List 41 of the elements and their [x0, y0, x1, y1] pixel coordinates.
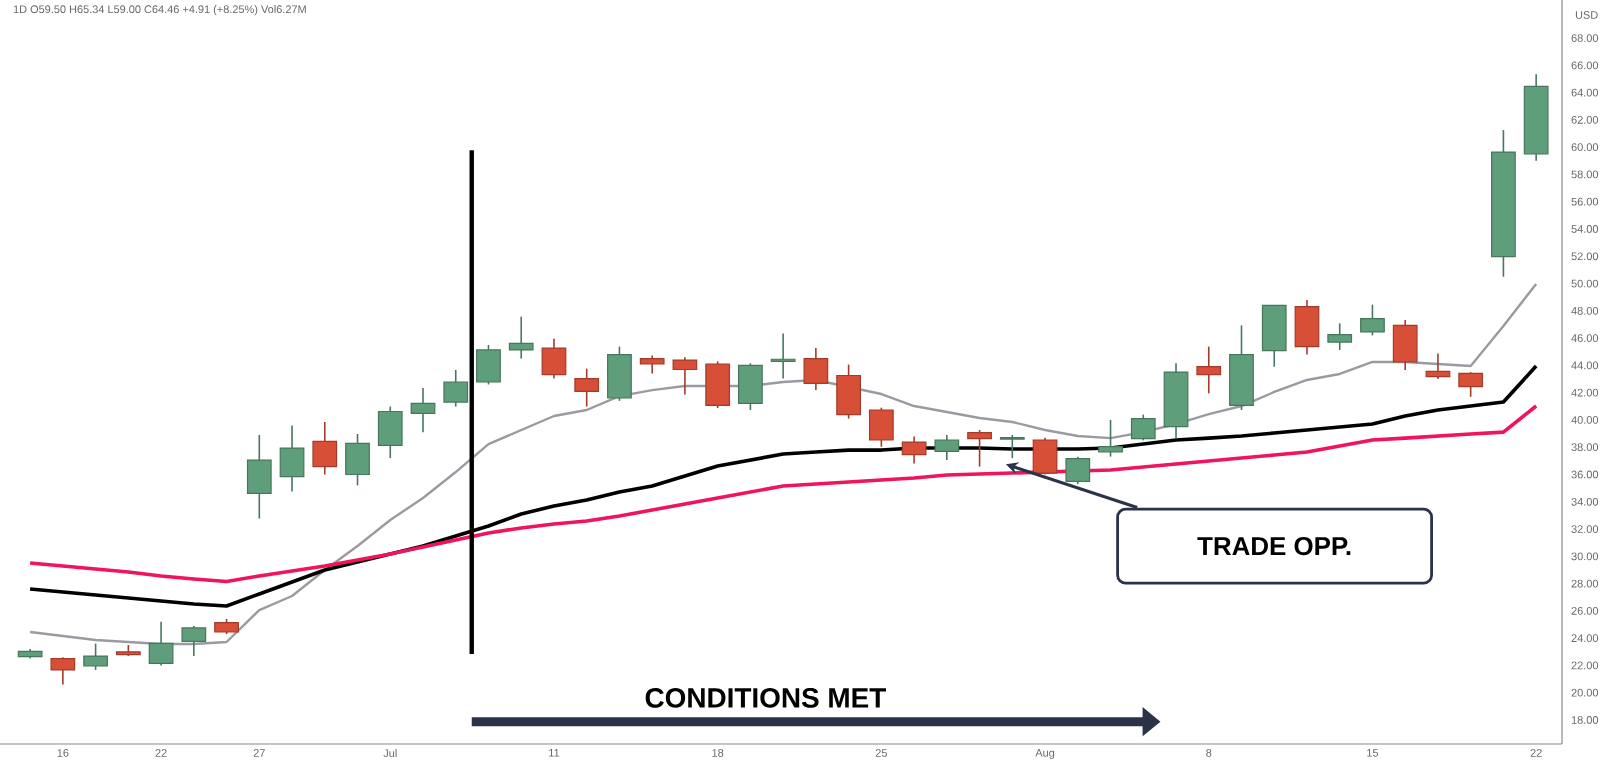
candlestick	[476, 344, 501, 386]
candlestick	[541, 337, 567, 380]
candlestick	[246, 434, 272, 520]
candlestick	[607, 345, 632, 402]
candlestick	[1458, 371, 1484, 398]
candlestick	[1261, 304, 1287, 368]
candlestick	[770, 332, 796, 380]
candlestick	[934, 434, 960, 461]
candlestick	[738, 362, 763, 411]
candlestick	[705, 360, 731, 409]
candlestick	[999, 434, 1025, 459]
candlestick	[1327, 322, 1353, 351]
candlestick	[836, 363, 862, 420]
candlestick	[868, 406, 894, 448]
candlestick	[1032, 436, 1058, 476]
candlestick	[1360, 303, 1385, 337]
candlestick	[1065, 455, 1091, 485]
candlestick	[443, 369, 469, 408]
candlestick	[1098, 419, 1123, 458]
candlestick	[1196, 345, 1222, 395]
candlestick	[148, 621, 174, 667]
candlestick	[377, 405, 403, 459]
candlestick	[279, 424, 305, 493]
candlestick	[181, 625, 207, 657]
candlestick	[1425, 352, 1451, 380]
candlestick	[901, 435, 927, 465]
candlestick	[508, 315, 534, 360]
candlestick	[967, 429, 992, 468]
candlestick	[410, 387, 436, 434]
candlestick	[312, 421, 338, 476]
candlestick	[574, 367, 600, 408]
candlestick	[83, 642, 108, 671]
annotation: TRADE OPP.	[1197, 536, 1351, 556]
candlestick	[345, 433, 370, 487]
candlestick	[803, 347, 829, 391]
candlestick	[672, 356, 698, 396]
annotation: CONDITIONS MET	[645, 687, 886, 708]
candlestick	[1294, 299, 1320, 356]
candlestick	[50, 656, 76, 686]
candlestick	[1130, 413, 1156, 442]
candlestick	[1392, 319, 1418, 371]
